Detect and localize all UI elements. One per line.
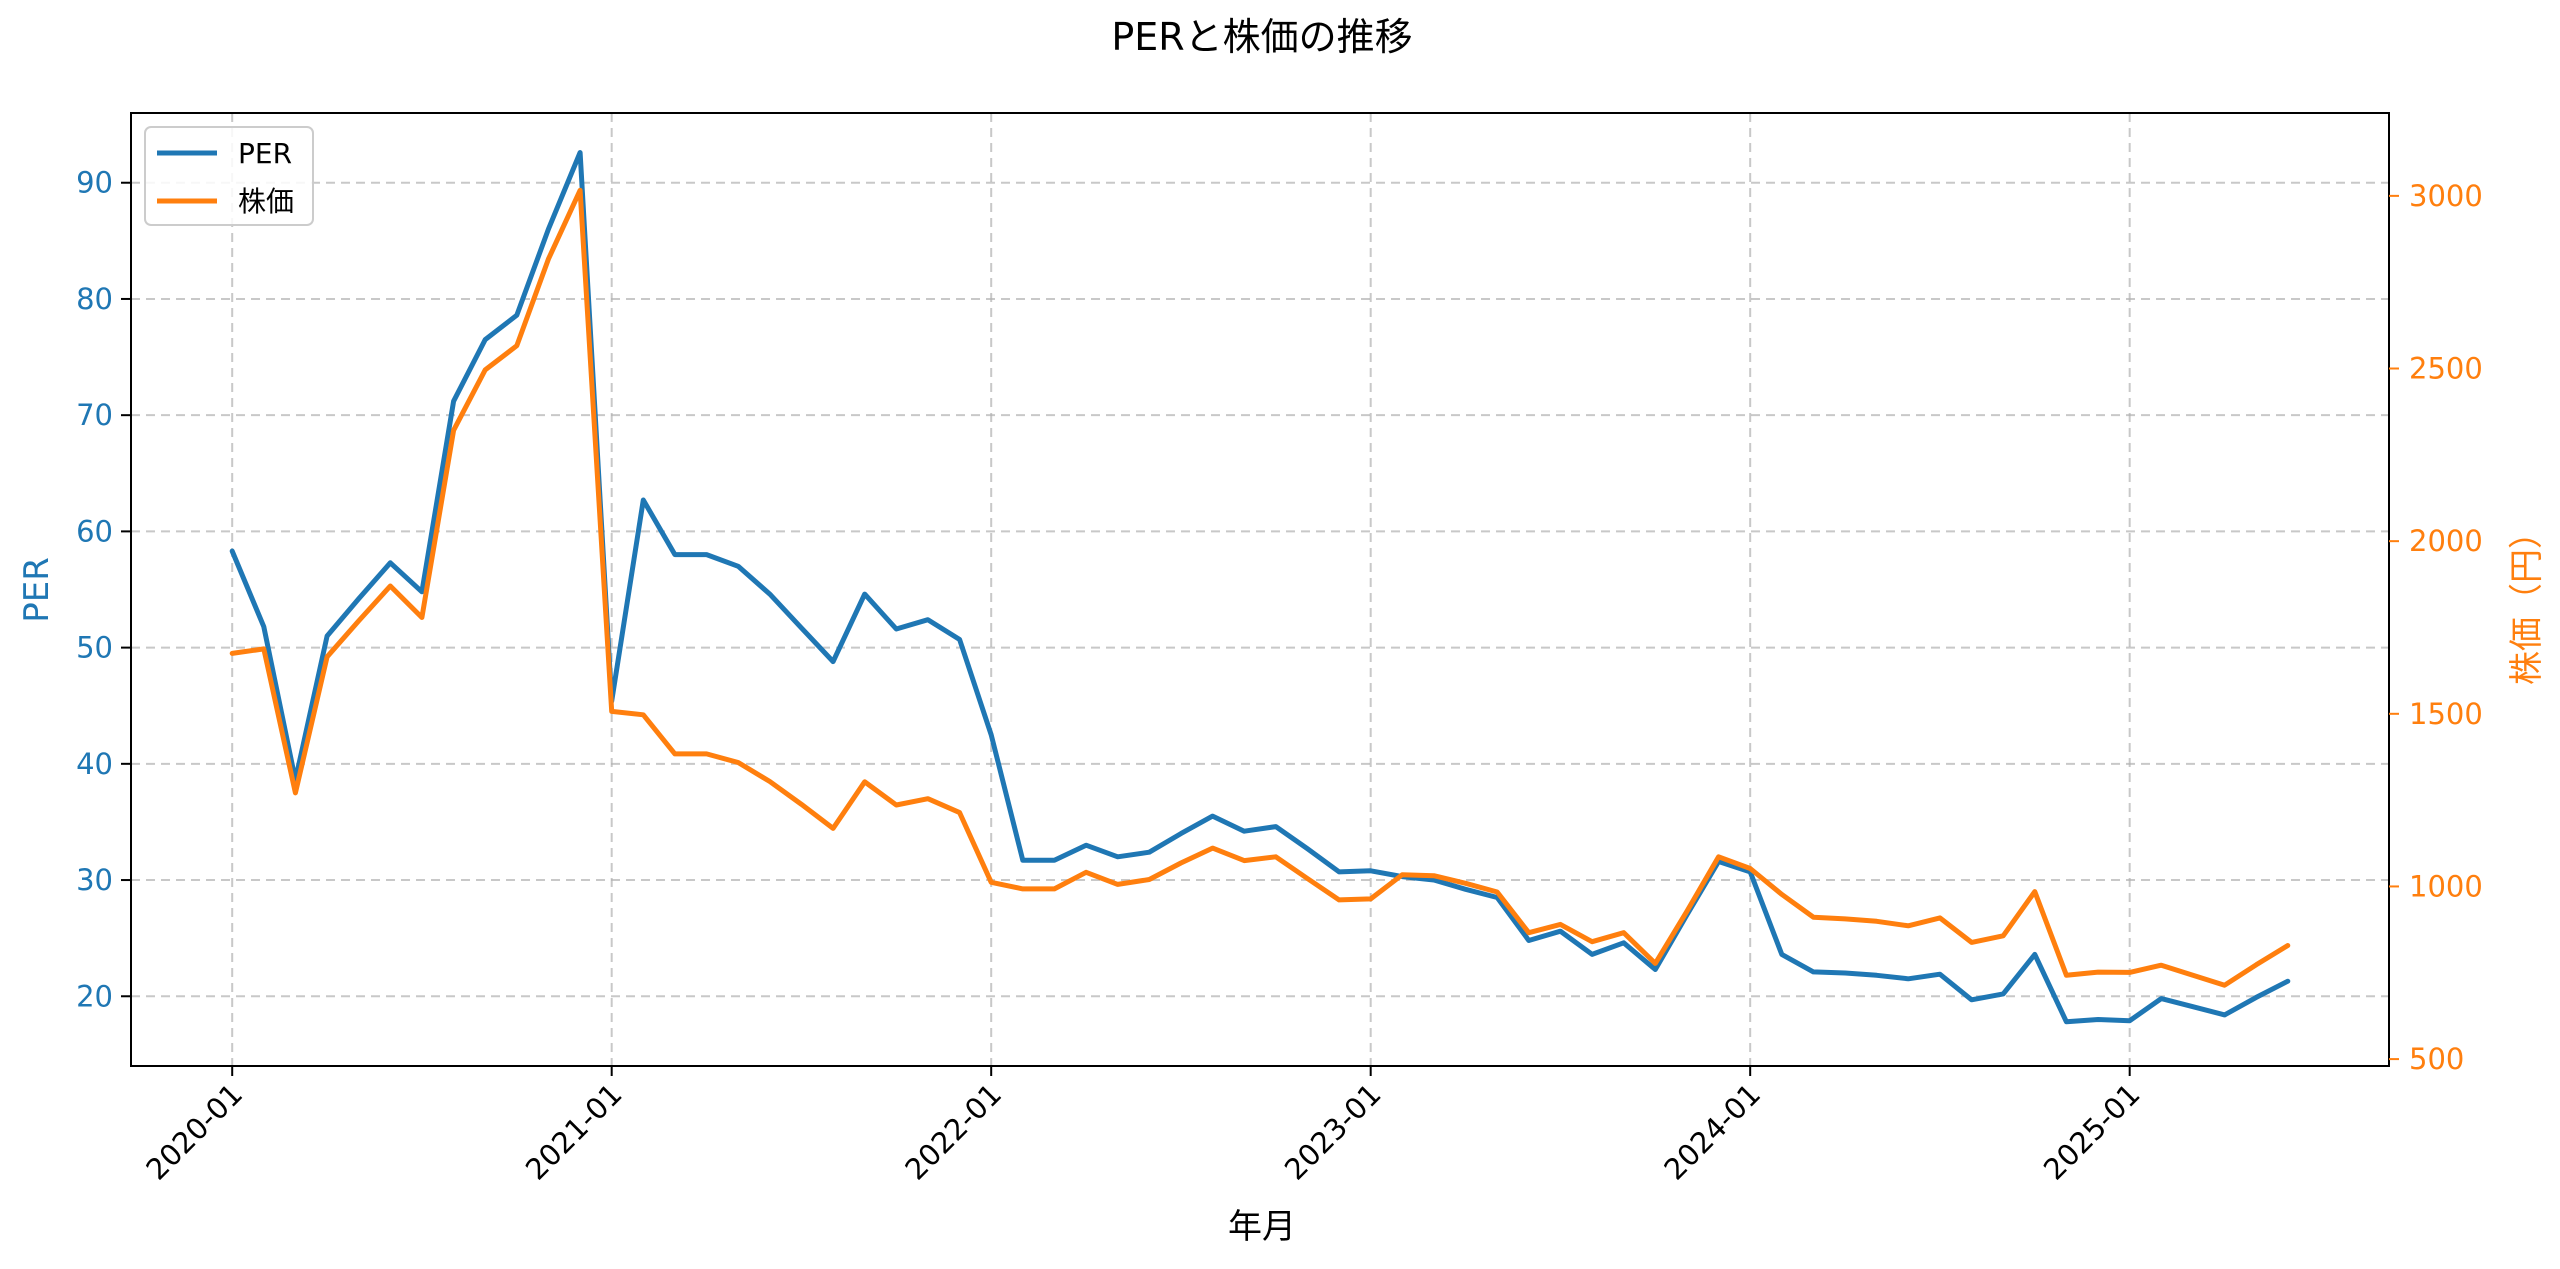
- y-left-tick-label: 20: [76, 979, 113, 1013]
- y-right-tick-label: 500: [2409, 1042, 2464, 1076]
- grid: [131, 113, 2389, 1066]
- y-axis-left-label: PER: [17, 557, 57, 623]
- chart-title: PERと株価の推移: [1111, 15, 1412, 59]
- plot-area-frame: [130, 112, 2390, 1067]
- y-left-tick-label: 50: [76, 631, 113, 665]
- y-right-tick-label: 3000: [2409, 179, 2483, 213]
- legend: PER 株価: [144, 126, 314, 226]
- x-tick-label: 2024-01: [1657, 1077, 1767, 1187]
- legend-label-per: PER: [238, 137, 292, 170]
- y-left-tick-label: 30: [76, 863, 113, 897]
- series-layer: [229, 150, 2291, 1025]
- y-left-tick-label: 70: [76, 398, 113, 432]
- y-left-tick-label: 80: [76, 282, 113, 316]
- y-right-tick-label: 1000: [2409, 869, 2483, 903]
- y-left-tick-label: 90: [76, 166, 113, 200]
- y-left-tick-label: 60: [76, 514, 113, 548]
- legend-label-price: 株価: [238, 185, 294, 218]
- x-tick-label: 2023-01: [1278, 1077, 1388, 1187]
- series-line-price: [229, 187, 2291, 988]
- y-left-tick-label: 40: [76, 747, 113, 781]
- x-axis-label: 年月: [1228, 1207, 1296, 1247]
- y-right-tick-label: 2000: [2409, 524, 2483, 558]
- y-right-tick-label: 1500: [2409, 697, 2483, 731]
- axes: 2020-01 2021-01 2022-01 2023-01 2024-01 2025-…: [76, 166, 2483, 1187]
- series-line-per: [229, 150, 2291, 1025]
- y-right-tick-label: 2500: [2409, 352, 2483, 386]
- y-axis-right-label: 株価（円）: [2507, 515, 2547, 685]
- x-tick-label: 2020-01: [139, 1077, 249, 1187]
- x-tick-label: 2022-01: [898, 1077, 1008, 1187]
- x-tick-label: 2021-01: [519, 1077, 629, 1187]
- x-tick-label: 2025-01: [2037, 1077, 2147, 1187]
